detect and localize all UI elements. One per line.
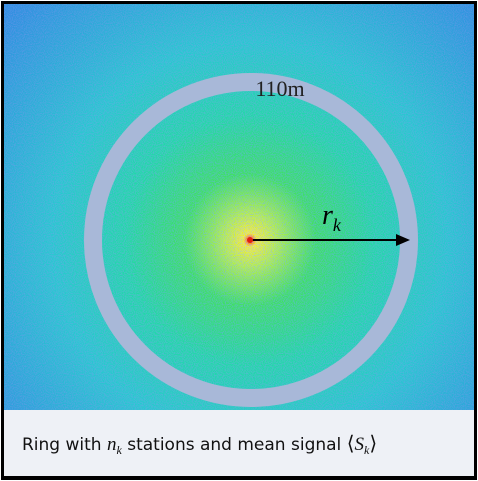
arrow-head (396, 234, 410, 246)
ring-label: 110m (255, 76, 304, 101)
center (247, 237, 253, 243)
caption: Ring with nk stations and mean signal ⟨S… (22, 431, 377, 457)
signal-map (4, 4, 474, 410)
caption-band (4, 410, 474, 476)
radius-label: rk (322, 200, 342, 235)
